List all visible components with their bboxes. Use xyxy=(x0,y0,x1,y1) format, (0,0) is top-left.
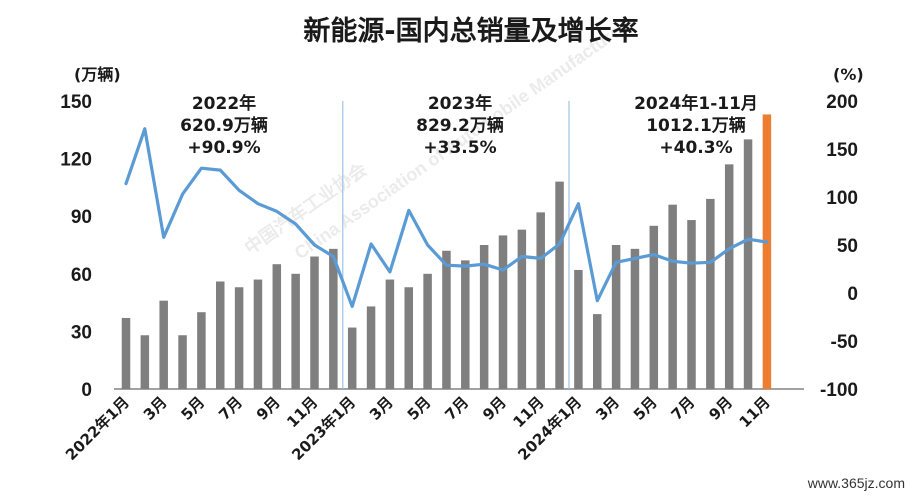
right-tick-label: -100 xyxy=(820,380,858,401)
x-tick-label: 11月 xyxy=(736,393,774,431)
left-tick-label: 30 xyxy=(71,322,92,343)
bar xyxy=(517,229,527,389)
bar xyxy=(140,335,150,389)
bar xyxy=(329,248,338,389)
year-dividers xyxy=(342,101,570,389)
left-tick-label: 0 xyxy=(81,380,92,401)
right-tick-label: 0 xyxy=(847,284,858,305)
bar xyxy=(178,335,187,389)
right-tick-label: 50 xyxy=(837,236,858,257)
annotation-line: +90.9% xyxy=(187,138,260,158)
right-tick-label: 100 xyxy=(826,188,858,209)
bar xyxy=(310,256,319,389)
annotation-line: 1012.1万辆 xyxy=(646,115,746,136)
x-tick-label: 9月 xyxy=(479,393,510,424)
x-tick-label: 7月 xyxy=(441,393,472,424)
left-tick-label: 120 xyxy=(60,150,92,171)
annotation-line: 2022年 xyxy=(192,93,256,114)
growth-line xyxy=(124,127,769,308)
growth-line-series xyxy=(124,127,769,308)
x-tick-label: 5月 xyxy=(404,393,435,424)
bar xyxy=(706,198,715,389)
bar xyxy=(668,204,677,389)
right-tick-label: 150 xyxy=(826,140,858,161)
x-tick-label: 7月 xyxy=(215,393,246,424)
left-axis-unit: (万辆) xyxy=(74,65,121,84)
x-tick-label: 9月 xyxy=(705,393,736,424)
bar xyxy=(159,300,168,389)
annotation-line: 829.2万辆 xyxy=(416,115,504,136)
annotation-line: +40.3% xyxy=(659,138,732,158)
right-tick-label: 200 xyxy=(826,92,858,113)
x-tick-label: 2022年1月 xyxy=(62,393,133,464)
left-tick-label: 90 xyxy=(71,207,92,228)
axes: 0 30 60 90 120 150 -100 -50 0 50 100 150 200 xyxy=(60,92,858,401)
right-axis-unit: (%) xyxy=(833,65,864,84)
bar xyxy=(347,327,357,389)
bar-series xyxy=(121,114,772,389)
bar xyxy=(404,287,413,389)
bar xyxy=(611,245,621,389)
x-tick-label: 7月 xyxy=(668,393,699,424)
bar xyxy=(479,245,489,389)
x-tick-label: 5月 xyxy=(178,393,209,424)
bar xyxy=(253,279,263,389)
x-tick-label: 5月 xyxy=(630,393,661,424)
x-tick-label: 3月 xyxy=(140,393,171,424)
bar xyxy=(234,287,244,389)
bar xyxy=(649,225,659,389)
bar xyxy=(536,212,545,389)
bar xyxy=(630,248,640,389)
bar xyxy=(593,314,602,389)
chart-title: 新能源-国内总销量及增长率 xyxy=(303,15,638,47)
bar xyxy=(687,220,696,389)
bar xyxy=(121,317,131,389)
annotation-line: +33.5% xyxy=(423,138,496,158)
bar xyxy=(291,273,300,389)
left-tick-label: 60 xyxy=(71,265,92,286)
bar-highlight xyxy=(762,114,772,389)
x-tick-label: 3月 xyxy=(366,393,397,424)
left-tick-label: 150 xyxy=(60,92,92,113)
bar xyxy=(724,164,734,389)
annotation-line: 2023年 xyxy=(428,93,492,114)
bar xyxy=(442,250,451,389)
bar xyxy=(555,181,564,389)
x-tick-label: 9月 xyxy=(253,393,284,424)
bar xyxy=(385,279,395,389)
bar xyxy=(574,269,583,389)
bar xyxy=(498,235,508,389)
bar xyxy=(423,273,432,389)
right-tick-label: -50 xyxy=(831,332,858,353)
x-tick-label: 3月 xyxy=(592,393,623,424)
annotation-line: 620.9万辆 xyxy=(180,115,268,136)
bar xyxy=(216,281,225,389)
bar xyxy=(272,264,282,389)
bar xyxy=(197,312,206,389)
bar xyxy=(461,260,470,389)
site-watermark: www.365jz.com xyxy=(807,475,905,491)
bar xyxy=(366,306,376,389)
annotation-line: 2024年1-11月 xyxy=(634,93,758,114)
bar xyxy=(743,139,753,389)
